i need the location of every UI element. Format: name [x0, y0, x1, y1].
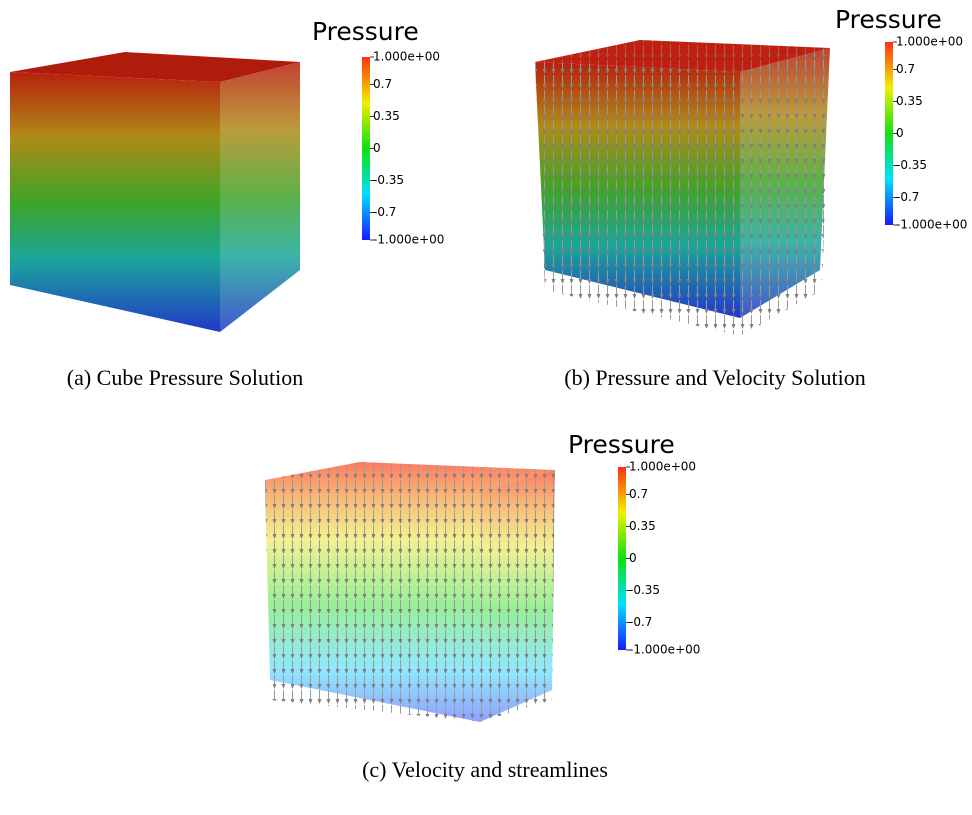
caption: (a) Cube Pressure Solution: [67, 365, 303, 390]
caption: (b) Pressure and Velocity Solution: [564, 365, 865, 390]
colorbar-label: 0.35: [896, 94, 923, 108]
colorbar-label: -0.7: [629, 615, 652, 629]
colorbar-label: -1.000e+00: [629, 643, 700, 657]
caption: (c) Velocity and streamlines: [362, 757, 608, 782]
page: Pressure1.000e+000.70.350-0.35-0.7-1.000…: [0, 0, 972, 815]
colorbar-label: 0.7: [896, 62, 915, 76]
colorbar-label: -0.35: [373, 173, 404, 187]
colorbar-label: 1.000e+00: [896, 35, 963, 49]
colorbar-label: -1.000e+00: [373, 233, 444, 247]
colorbar: [362, 57, 370, 240]
colorbar-label: 0.35: [629, 519, 656, 533]
colorbar-label: 0.7: [373, 77, 392, 91]
cube-b: [535, 40, 830, 336]
colorbar-label: -0.35: [629, 583, 660, 597]
colorbar-label: 1.000e+00: [629, 460, 696, 474]
colorbar-label: -0.7: [896, 190, 919, 204]
cube-c: [265, 462, 555, 722]
colorbar: [885, 42, 893, 225]
colorbar-label: 0.7: [629, 487, 648, 501]
colorbar-label: 0.35: [373, 109, 400, 123]
colorbar-label: 1.000e+00: [373, 50, 440, 64]
colorbar-title: Pressure: [835, 5, 942, 34]
cube-a: [10, 52, 300, 332]
colorbar: [618, 467, 626, 650]
colorbar-label: 0: [896, 126, 904, 140]
figure: Pressure1.000e+000.70.350-0.35-0.7-1.000…: [0, 0, 972, 815]
colorbar-label: 0: [629, 551, 637, 565]
colorbar-label: -0.7: [373, 205, 396, 219]
colorbar-title: Pressure: [312, 17, 419, 46]
colorbar-label: -0.35: [896, 158, 927, 172]
colorbar-label: 0: [373, 141, 381, 155]
colorbar-title: Pressure: [568, 430, 675, 459]
colorbar-label: -1.000e+00: [896, 218, 967, 232]
